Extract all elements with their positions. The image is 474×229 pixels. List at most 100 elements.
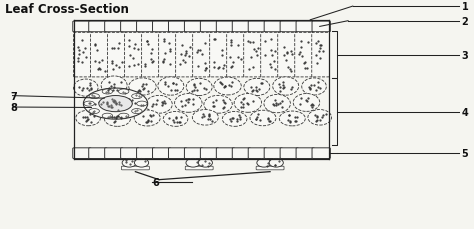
FancyBboxPatch shape (296, 22, 314, 33)
FancyBboxPatch shape (89, 22, 107, 33)
FancyBboxPatch shape (256, 166, 284, 170)
FancyBboxPatch shape (120, 148, 139, 159)
Ellipse shape (84, 102, 94, 107)
Ellipse shape (222, 112, 247, 127)
FancyBboxPatch shape (153, 148, 171, 159)
Ellipse shape (89, 109, 100, 114)
FancyBboxPatch shape (216, 148, 235, 159)
Ellipse shape (129, 79, 156, 96)
FancyBboxPatch shape (312, 22, 330, 33)
Ellipse shape (293, 94, 319, 112)
Ellipse shape (102, 90, 113, 95)
Ellipse shape (257, 159, 271, 167)
FancyBboxPatch shape (201, 22, 219, 33)
Text: 3: 3 (462, 50, 468, 60)
Ellipse shape (118, 90, 129, 95)
FancyBboxPatch shape (108, 33, 126, 78)
FancyBboxPatch shape (296, 148, 314, 159)
Ellipse shape (132, 109, 142, 114)
Ellipse shape (264, 95, 291, 113)
FancyBboxPatch shape (73, 33, 91, 78)
Ellipse shape (279, 112, 305, 126)
FancyBboxPatch shape (278, 33, 295, 78)
Ellipse shape (174, 94, 202, 113)
Circle shape (99, 96, 132, 112)
Circle shape (83, 89, 148, 120)
Ellipse shape (86, 95, 114, 113)
Text: 2: 2 (462, 17, 468, 27)
FancyBboxPatch shape (280, 148, 299, 159)
Ellipse shape (308, 110, 331, 125)
Ellipse shape (204, 96, 232, 114)
Ellipse shape (158, 78, 184, 96)
FancyBboxPatch shape (184, 148, 203, 159)
Ellipse shape (186, 159, 200, 167)
FancyBboxPatch shape (264, 22, 283, 33)
FancyBboxPatch shape (125, 33, 142, 78)
Ellipse shape (244, 79, 270, 96)
FancyBboxPatch shape (120, 22, 139, 33)
FancyBboxPatch shape (73, 22, 91, 33)
Ellipse shape (146, 96, 172, 114)
Ellipse shape (118, 114, 129, 119)
Ellipse shape (137, 102, 147, 107)
FancyBboxPatch shape (248, 22, 266, 33)
FancyBboxPatch shape (216, 22, 235, 33)
Ellipse shape (134, 111, 160, 126)
FancyBboxPatch shape (159, 33, 176, 78)
Ellipse shape (76, 111, 100, 126)
Text: 8: 8 (10, 103, 17, 112)
Ellipse shape (269, 159, 283, 167)
Ellipse shape (198, 159, 212, 167)
Ellipse shape (89, 94, 100, 99)
FancyBboxPatch shape (91, 33, 109, 78)
FancyBboxPatch shape (105, 22, 123, 33)
FancyBboxPatch shape (312, 148, 330, 159)
FancyBboxPatch shape (192, 33, 210, 78)
Ellipse shape (234, 94, 262, 113)
FancyBboxPatch shape (312, 33, 329, 78)
FancyBboxPatch shape (137, 22, 155, 33)
FancyBboxPatch shape (89, 148, 107, 159)
FancyBboxPatch shape (105, 148, 123, 159)
FancyBboxPatch shape (261, 33, 279, 78)
FancyBboxPatch shape (244, 33, 262, 78)
FancyBboxPatch shape (185, 166, 213, 170)
FancyBboxPatch shape (168, 148, 187, 159)
FancyBboxPatch shape (248, 148, 266, 159)
FancyBboxPatch shape (280, 22, 299, 33)
Text: 4: 4 (462, 107, 468, 117)
FancyBboxPatch shape (176, 33, 193, 78)
FancyBboxPatch shape (184, 22, 203, 33)
Ellipse shape (186, 79, 212, 96)
Ellipse shape (101, 77, 127, 95)
Ellipse shape (104, 112, 130, 127)
Text: 7: 7 (10, 91, 17, 101)
FancyBboxPatch shape (201, 148, 219, 159)
Text: 1: 1 (462, 2, 468, 12)
Ellipse shape (250, 111, 276, 126)
FancyBboxPatch shape (153, 22, 171, 33)
Ellipse shape (273, 78, 299, 96)
FancyBboxPatch shape (227, 33, 245, 78)
FancyBboxPatch shape (232, 22, 251, 33)
Ellipse shape (192, 110, 219, 125)
Ellipse shape (214, 78, 241, 95)
FancyBboxPatch shape (210, 33, 228, 78)
Ellipse shape (302, 79, 326, 96)
FancyBboxPatch shape (168, 22, 187, 33)
FancyBboxPatch shape (295, 33, 312, 78)
FancyBboxPatch shape (264, 148, 283, 159)
Ellipse shape (73, 80, 98, 97)
Text: 5: 5 (462, 149, 468, 158)
Text: 6: 6 (152, 177, 159, 187)
Ellipse shape (102, 114, 113, 119)
Ellipse shape (163, 112, 188, 127)
FancyBboxPatch shape (121, 166, 149, 170)
FancyBboxPatch shape (232, 148, 251, 159)
Ellipse shape (116, 94, 144, 112)
Ellipse shape (122, 159, 137, 167)
FancyBboxPatch shape (73, 148, 91, 159)
FancyBboxPatch shape (137, 148, 155, 159)
Ellipse shape (135, 159, 149, 167)
